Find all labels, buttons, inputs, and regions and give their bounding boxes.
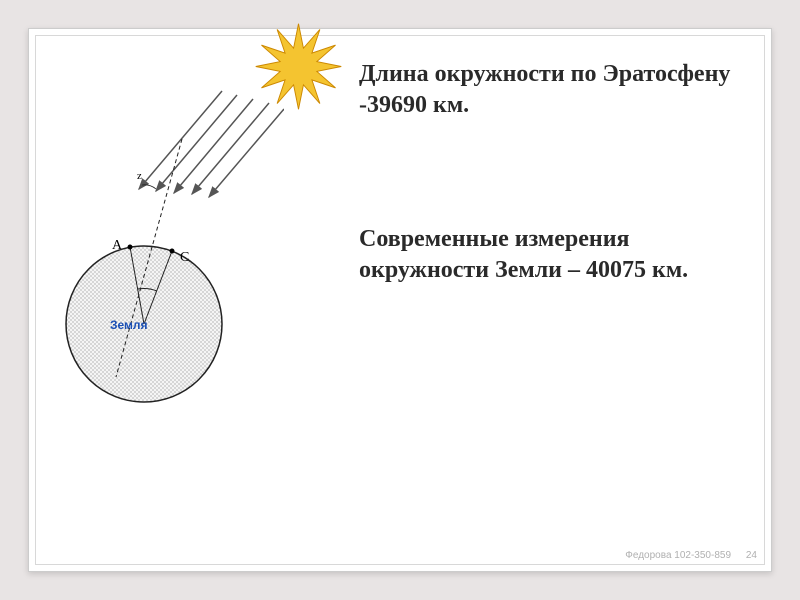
diagram-label-c: C [180,250,189,265]
diagram-earth-label: Земля [110,318,148,332]
slide-title: Длина окружности по Эратосфену -39690 км… [359,59,759,121]
diagram-label-a: A [112,238,123,253]
footer-text: Федорова 102-350-859 [625,550,731,561]
eratosthenes-diagram: A C z Земля [24,89,284,419]
slide-frame: A C z Земля Длина окружности по Эратосфе… [28,28,772,572]
slide-body: Современные измерения окружности Земли –… [359,224,759,286]
page-number: 24 [746,550,757,561]
diagram-label-z: z [137,170,142,182]
